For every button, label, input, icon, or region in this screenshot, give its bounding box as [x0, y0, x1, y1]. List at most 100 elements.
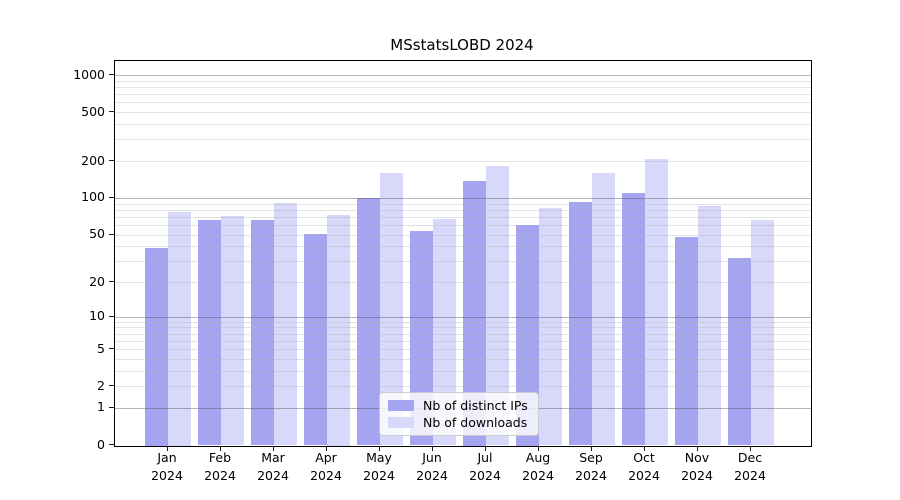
- bar-downloads-aug: [539, 208, 562, 446]
- y-tick-mark: [109, 233, 114, 235]
- x-tick-month: Feb: [208, 450, 232, 465]
- legend-label-distinct-ips: Nb of distinct IPs: [423, 398, 528, 413]
- bar-distinct-ips-sep: [569, 201, 592, 446]
- gridline-major: [115, 197, 811, 199]
- gridline-minor: [115, 124, 811, 125]
- x-tick-label-oct: Oct 2024: [609, 449, 679, 485]
- x-tick-month: May: [366, 450, 392, 465]
- gridline-major: [115, 75, 811, 76]
- x-tick-mark: [325, 446, 327, 451]
- bar-downloads-nov: [698, 206, 721, 446]
- gridline-minor: [115, 224, 811, 226]
- gridline-minor: [115, 370, 811, 372]
- bar-distinct-ips-jul: [463, 180, 486, 446]
- gridline-minor: [115, 282, 811, 283]
- x-tick-mark: [749, 446, 751, 451]
- bar-distinct-ips-jan: [145, 248, 168, 446]
- x-tick-month: Oct: [633, 450, 655, 465]
- gridline-minor: [115, 203, 811, 205]
- bar-distinct-ips-aug: [516, 224, 539, 446]
- bar-downloads-feb: [221, 215, 244, 446]
- legend-swatch-downloads: [388, 417, 414, 428]
- x-tick-mark: [219, 446, 221, 451]
- x-tick-label-apr: Apr 2024: [291, 449, 361, 485]
- x-tick-mark: [272, 446, 274, 451]
- plot-area: [114, 60, 812, 447]
- y-tick-mark: [109, 406, 114, 408]
- x-tick-label-dec: Dec 2024: [715, 449, 785, 485]
- gridline-minor: [115, 161, 811, 162]
- gridline-minor: [115, 80, 811, 82]
- gridline-minor: [115, 246, 811, 248]
- x-tick-year: 2024: [469, 468, 501, 483]
- gridline-minor: [115, 261, 811, 263]
- y-tick-label-5: 5: [97, 340, 105, 356]
- y-tick-label-0: 0: [97, 436, 105, 452]
- x-tick-label-jan: Jan 2024: [132, 449, 202, 485]
- gridline-minor: [115, 94, 811, 96]
- y-tick-label-100: 100: [81, 189, 105, 205]
- gridline-minor: [115, 386, 811, 388]
- bar-downloads-jun: [433, 218, 456, 446]
- x-tick-month: Nov: [684, 450, 710, 465]
- x-tick-month: Mar: [261, 450, 285, 465]
- x-tick-month: Sep: [579, 450, 603, 465]
- y-tick-mark: [109, 111, 114, 113]
- y-tick-mark: [109, 160, 114, 161]
- bar-distinct-ips-jun: [410, 230, 433, 446]
- gridline-minor: [115, 112, 811, 114]
- chart-title: MSstatsLOBD 2024: [390, 36, 534, 54]
- y-tick-label-500: 500: [81, 103, 105, 119]
- bar-downloads-dec: [751, 220, 774, 446]
- x-tick-month: Aug: [525, 450, 551, 465]
- x-tick-year: 2024: [151, 468, 183, 483]
- x-tick-mark: [590, 446, 592, 451]
- x-tick-month: Jul: [477, 450, 493, 465]
- y-tick-mark: [109, 348, 114, 350]
- x-tick-label-jul: Jul 2024: [450, 449, 520, 485]
- gridline-major: [115, 316, 811, 318]
- x-tick-year: 2024: [204, 468, 236, 483]
- x-tick-year: 2024: [734, 468, 766, 483]
- x-tick-year: 2024: [628, 468, 660, 483]
- y-tick-mark: [109, 385, 114, 387]
- y-tick-label-200: 200: [81, 152, 105, 168]
- legend-swatch-distinct-ips: [388, 400, 414, 411]
- y-tick-label-1000: 1000: [73, 66, 105, 82]
- gridline-minor: [115, 349, 811, 351]
- bar-downloads-may: [380, 173, 403, 446]
- x-tick-label-nov: Nov 2024: [662, 449, 732, 485]
- x-tick-mark: [431, 446, 433, 451]
- y-tick-label-50: 50: [89, 226, 105, 241]
- gridline-minor: [115, 87, 811, 88]
- bar-downloads-jul: [486, 165, 509, 446]
- x-tick-mark: [484, 446, 486, 451]
- x-tick-mark: [537, 446, 539, 451]
- y-tick-mark: [109, 74, 114, 75]
- bar-downloads-jan: [168, 211, 191, 446]
- gridline-minor: [115, 216, 811, 218]
- x-tick-month: Dec: [737, 450, 763, 465]
- bar-distinct-ips-mar: [251, 219, 274, 446]
- bar-distinct-ips-apr: [304, 233, 327, 446]
- x-tick-label-jun: Jun 2024: [397, 449, 467, 485]
- x-tick-mark: [166, 446, 168, 451]
- x-tick-month: Apr: [315, 450, 337, 465]
- legend-row-downloads: Nb of downloads: [388, 414, 530, 431]
- bar-distinct-ips-may: [357, 198, 380, 446]
- gridline-minor: [115, 234, 811, 236]
- bar-downloads-apr: [327, 215, 350, 446]
- x-tick-year: 2024: [257, 468, 289, 483]
- bar-downloads-sep: [592, 172, 615, 446]
- legend-row-distinct-ips: Nb of distinct IPs: [388, 397, 530, 414]
- gridline-minor: [115, 333, 811, 335]
- bar-downloads-oct: [645, 158, 668, 446]
- legend-label-downloads: Nb of downloads: [423, 415, 528, 430]
- x-tick-label-mar: Mar 2024: [238, 449, 308, 485]
- gridline-minor: [115, 321, 811, 323]
- bar-distinct-ips-nov: [675, 237, 698, 446]
- x-tick-year: 2024: [522, 468, 554, 483]
- gridline-minor: [115, 209, 811, 211]
- y-tick-label-2: 2: [97, 377, 105, 393]
- x-tick-label-aug: Aug 2024: [503, 449, 573, 485]
